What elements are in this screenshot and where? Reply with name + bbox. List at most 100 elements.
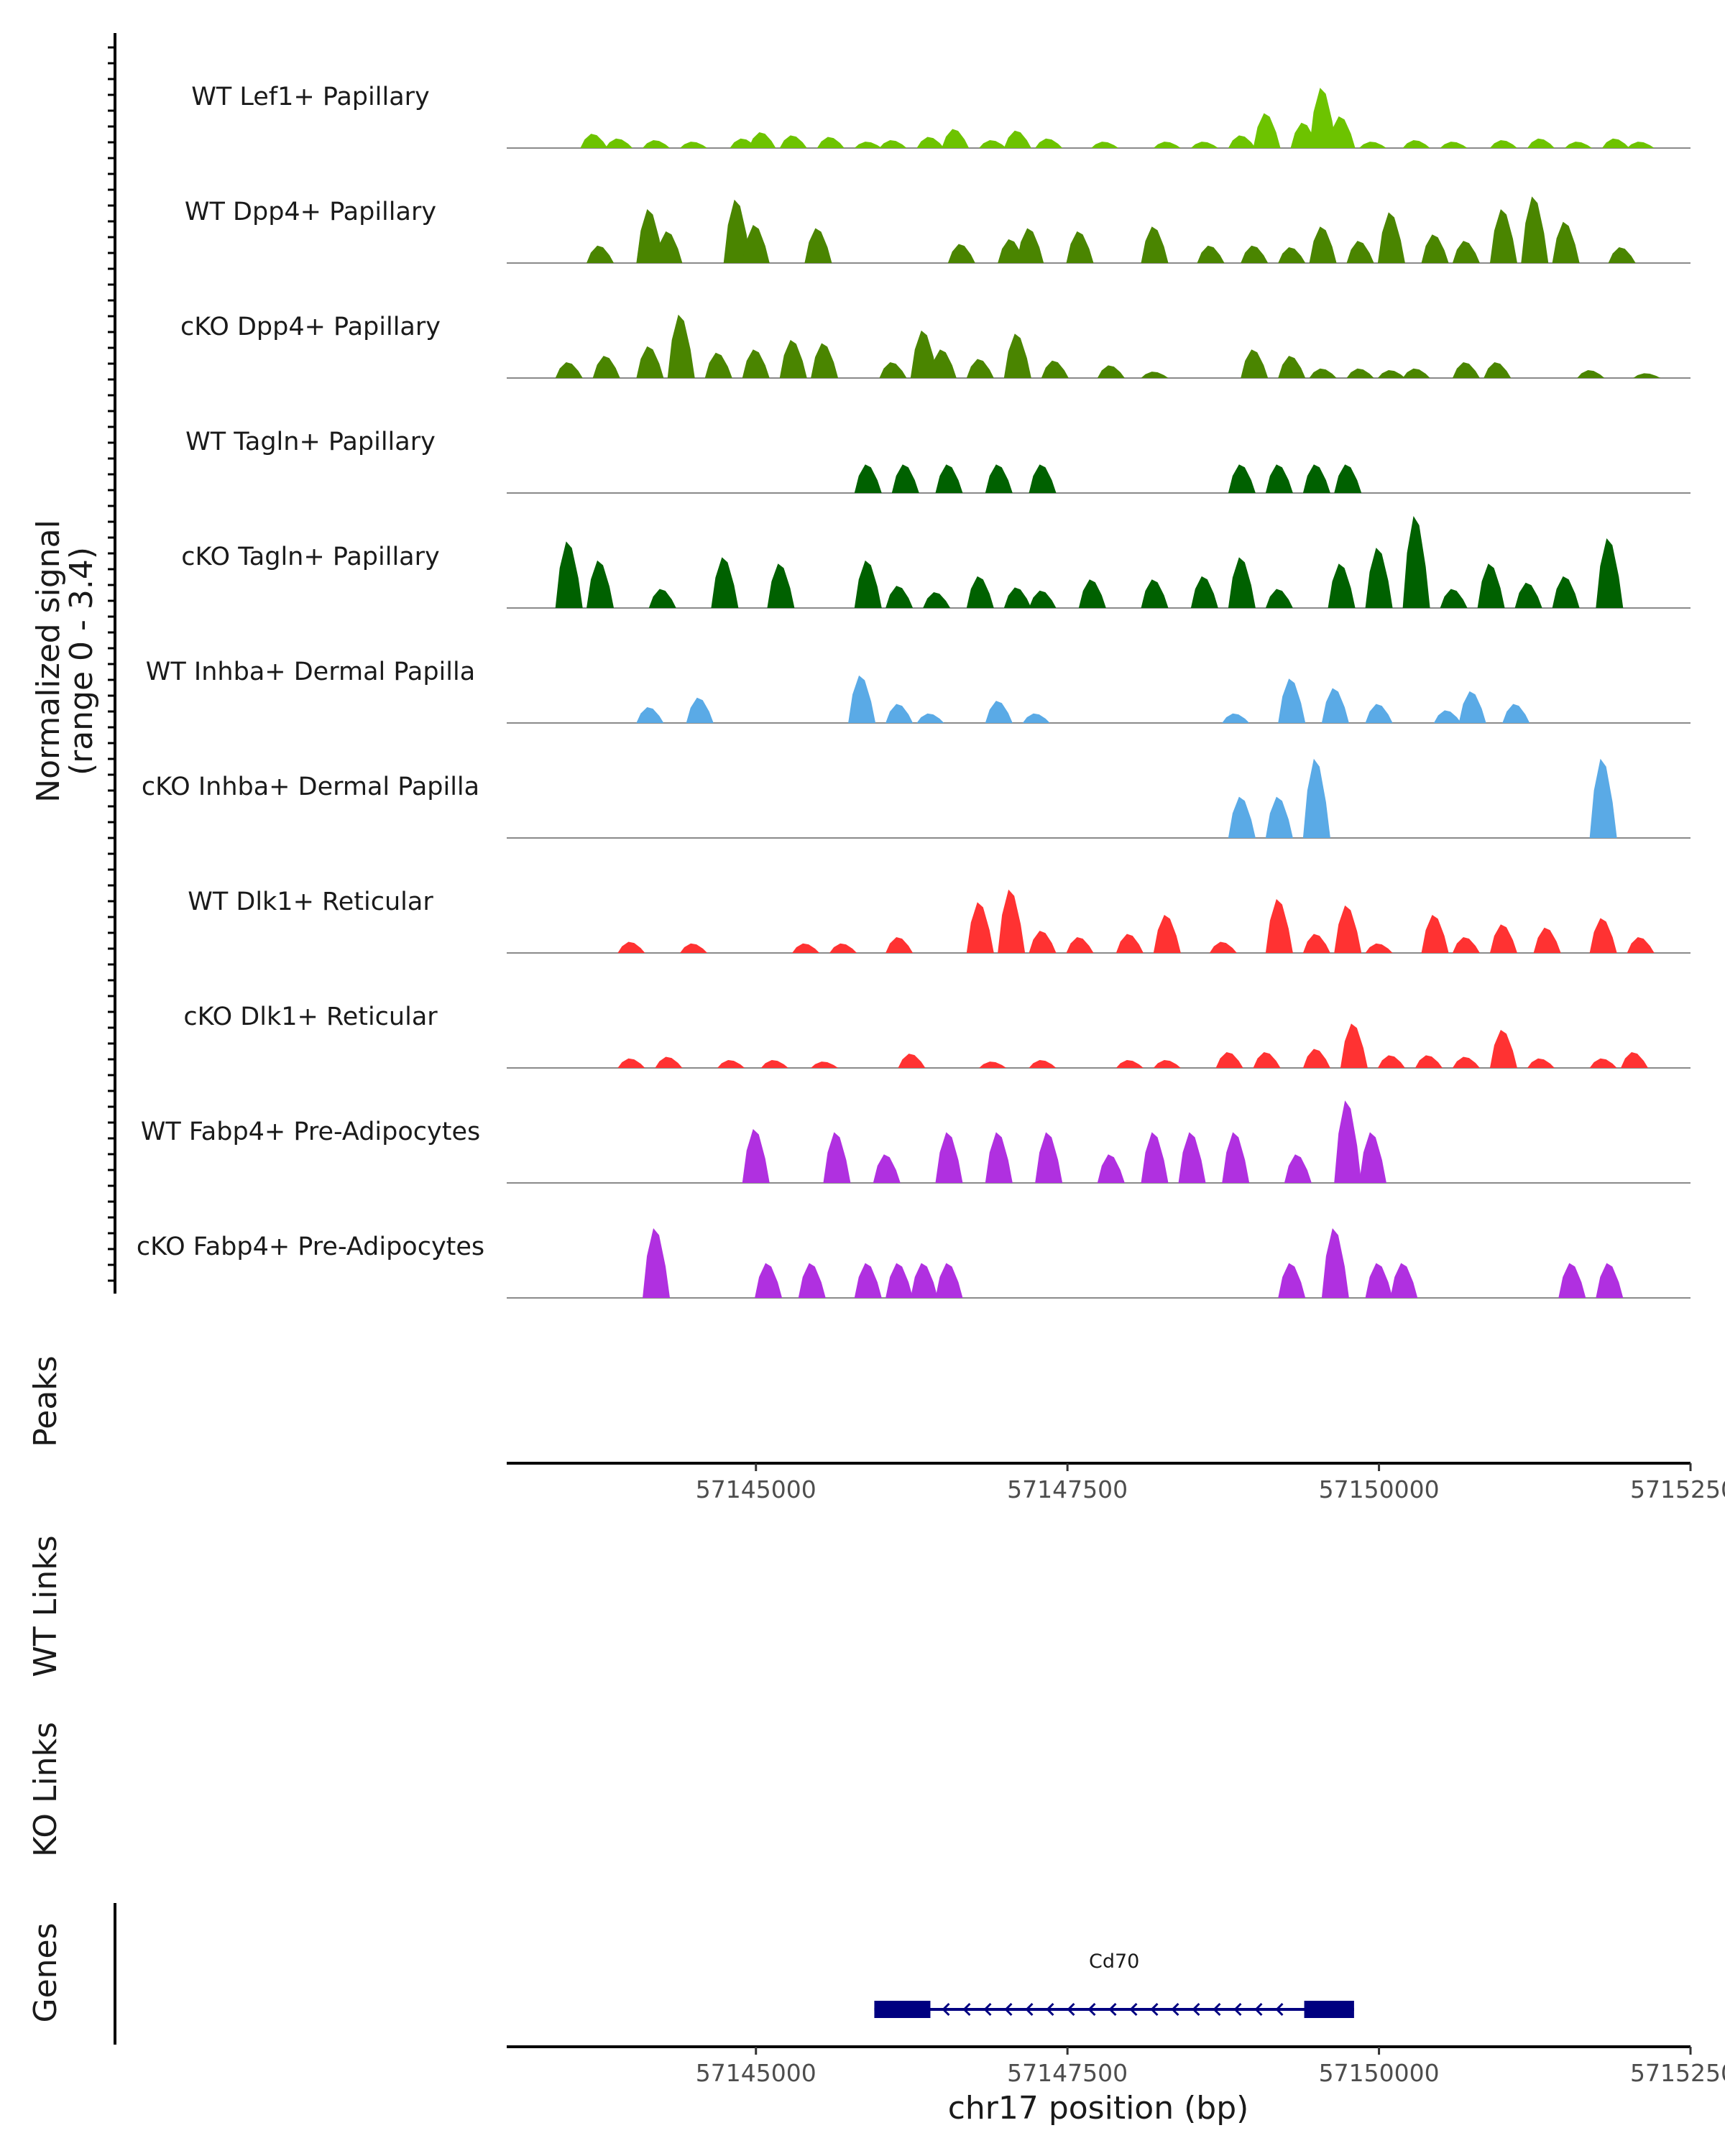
signal-peak xyxy=(636,209,664,263)
signal-peak xyxy=(1440,142,1468,148)
signal-peak xyxy=(1589,758,1617,838)
signal-peak xyxy=(811,1061,839,1068)
signal-peak xyxy=(854,1263,882,1298)
signal-peak xyxy=(1141,579,1169,608)
track-label-wt-lef1-papillary: WT Lef1+ Papillary xyxy=(191,83,430,111)
signal-peak xyxy=(1222,1132,1250,1183)
signal-peak xyxy=(1197,245,1225,263)
signal-peak xyxy=(916,713,944,723)
signal-peak xyxy=(686,697,714,723)
signal-peak xyxy=(617,941,645,953)
signal-peak xyxy=(643,139,671,148)
x-tick-label: 57152500 xyxy=(1630,2059,1725,2087)
signal-peak xyxy=(779,340,807,378)
strand-arrow xyxy=(1233,2002,1242,2017)
signal-peak xyxy=(1029,590,1057,608)
signal-peak xyxy=(1003,130,1031,148)
signal-peak xyxy=(1022,713,1050,723)
signal-peak xyxy=(1608,247,1636,263)
signal-peak xyxy=(1402,516,1430,608)
signal-peak xyxy=(1153,1059,1181,1068)
signal-peak xyxy=(636,706,664,723)
signal-peak xyxy=(1346,368,1374,378)
signal-peak xyxy=(1328,563,1356,608)
x-tick-label: 57147500 xyxy=(1007,2059,1128,2087)
signal-peak xyxy=(1328,116,1356,148)
strand-arrow xyxy=(962,2002,971,2017)
signal-peak xyxy=(1309,88,1337,148)
signal-peak xyxy=(804,228,832,263)
signal-peak xyxy=(947,244,975,263)
signal-peak xyxy=(586,245,615,263)
signal-peak xyxy=(605,138,633,148)
strand-arrow xyxy=(1213,2002,1221,2017)
signal-peak xyxy=(1577,369,1605,378)
signal-peak xyxy=(910,330,938,378)
signal-peak xyxy=(1228,135,1256,148)
signal-peak xyxy=(1016,228,1044,263)
signal-peak xyxy=(891,464,919,493)
signal-peak xyxy=(829,943,857,953)
signal-peak xyxy=(1078,579,1106,608)
x-tick-label: 57150000 xyxy=(1319,1475,1440,1503)
signal-peak xyxy=(1365,548,1393,608)
signal-peak xyxy=(1097,1154,1125,1183)
signal-peak xyxy=(779,135,807,148)
signal-peak xyxy=(798,1263,826,1298)
signal-peak xyxy=(1265,464,1293,493)
signal-peak xyxy=(1452,361,1480,378)
signal-peak xyxy=(1284,1154,1312,1183)
signal-peak xyxy=(1097,365,1125,378)
signal-peak xyxy=(680,943,708,953)
strand-arrow xyxy=(983,2002,992,2017)
signal-peak xyxy=(1433,710,1461,723)
signal-peak xyxy=(1596,538,1624,608)
signal-peak xyxy=(1521,196,1549,263)
signal-peak xyxy=(916,137,944,148)
strand-arrow xyxy=(1150,2002,1159,2017)
signal-peak xyxy=(823,1132,851,1183)
signal-peak xyxy=(1278,678,1306,723)
signal-peak xyxy=(1003,333,1031,378)
signal-peak xyxy=(1228,464,1256,493)
strand-arrow xyxy=(1129,2002,1138,2017)
signal-peak xyxy=(886,586,914,608)
signal-peak xyxy=(1209,941,1237,953)
signal-peak xyxy=(1278,1263,1306,1298)
signal-peak xyxy=(655,231,683,263)
signal-peak xyxy=(879,361,907,378)
signal-peak xyxy=(1253,113,1281,148)
signal-peak xyxy=(910,1263,938,1298)
track-label-wt-fabp4-pre-adipocytes: WT Fabp4+ Pre-Adipocytes xyxy=(141,1118,480,1146)
signal-tracks: WT Lef1+ Papillary WT Dpp4+ Papillary cKO … xyxy=(137,83,1690,1299)
signal-peak xyxy=(792,943,820,953)
signal-peak xyxy=(1340,1023,1368,1068)
signal-peak xyxy=(1153,915,1181,953)
signal-peak xyxy=(1302,758,1330,838)
signal-peak xyxy=(767,563,795,608)
track-label-cko-dpp4-papillary: cKO Dpp4+ Papillary xyxy=(180,313,441,341)
signal-peak xyxy=(704,352,732,378)
strand-arrow xyxy=(1108,2002,1117,2017)
signal-peak xyxy=(1241,349,1269,378)
signal-peak xyxy=(966,902,994,953)
track-label-wt-dlk1-reticular: WT Dlk1+ Reticular xyxy=(188,888,433,916)
signal-peak xyxy=(717,1059,745,1068)
gene-exon xyxy=(1304,2001,1354,2018)
signal-peak xyxy=(1552,221,1580,263)
signal-y-axis-ticks xyxy=(108,46,115,1282)
track-label-cko-tagln-papillary: cKO Tagln+ Papillary xyxy=(181,543,440,571)
signal-peak xyxy=(1589,1058,1617,1068)
signal-peak xyxy=(1377,369,1405,378)
signal-peak xyxy=(879,139,907,148)
signal-peak xyxy=(1552,576,1580,608)
signal-peak xyxy=(935,1263,963,1298)
signal-peak xyxy=(1334,464,1362,493)
signal-peak xyxy=(1533,927,1561,953)
signal-peak xyxy=(643,1227,671,1298)
signal-peak xyxy=(1334,1100,1362,1183)
signal-peak xyxy=(979,1061,1007,1068)
signal-peak xyxy=(1241,245,1269,263)
signal-peak xyxy=(1589,918,1617,953)
signal-peak xyxy=(1178,1132,1206,1183)
